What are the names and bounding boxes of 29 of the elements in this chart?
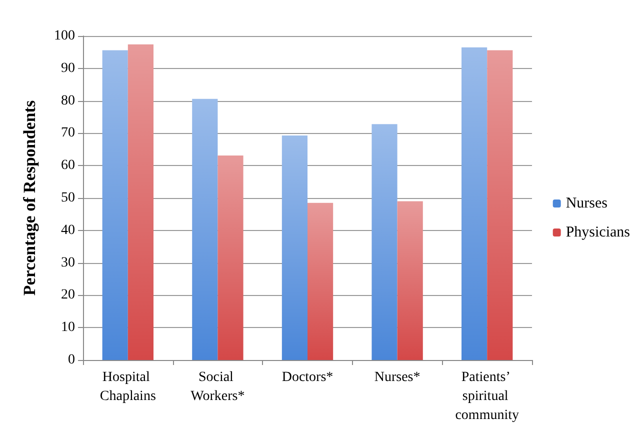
x-tick-label: Hospital Chaplains: [100, 370, 156, 404]
y-tick-label: 70: [61, 126, 75, 141]
bar: [487, 50, 513, 360]
y-tick-label: 80: [61, 93, 75, 108]
bar: [308, 202, 334, 360]
bar: [397, 201, 423, 360]
x-tick-label: Nurses*: [374, 370, 420, 385]
bar: [282, 135, 308, 360]
bar: [218, 156, 244, 360]
y-tick-label: 0: [68, 352, 75, 368]
y-tick-label: 40: [61, 222, 75, 238]
y-tick-label: 60: [61, 158, 75, 174]
y-tick-label: 90: [61, 60, 75, 76]
legend-label: Physicians: [566, 224, 630, 240]
x-tick-label: Social Workers*: [190, 370, 245, 404]
y-tick-label: 100: [54, 28, 75, 44]
legend-label: Nurses: [566, 196, 608, 212]
y-tick-label: 50: [61, 190, 75, 206]
bar: [128, 44, 154, 360]
bar: [372, 124, 398, 360]
bar: [102, 50, 128, 360]
y-tick-label: 10: [61, 320, 75, 336]
bar: [462, 47, 488, 360]
x-tick-label: Doctors*: [282, 370, 334, 385]
bar: [192, 98, 218, 360]
x-tick-label: Patients’ spiritual community: [455, 370, 519, 423]
y-tick-label: 20: [61, 288, 75, 303]
y-axis-title: Percentage of Respondents: [20, 100, 39, 296]
y-tick-label: 30: [61, 255, 75, 270]
